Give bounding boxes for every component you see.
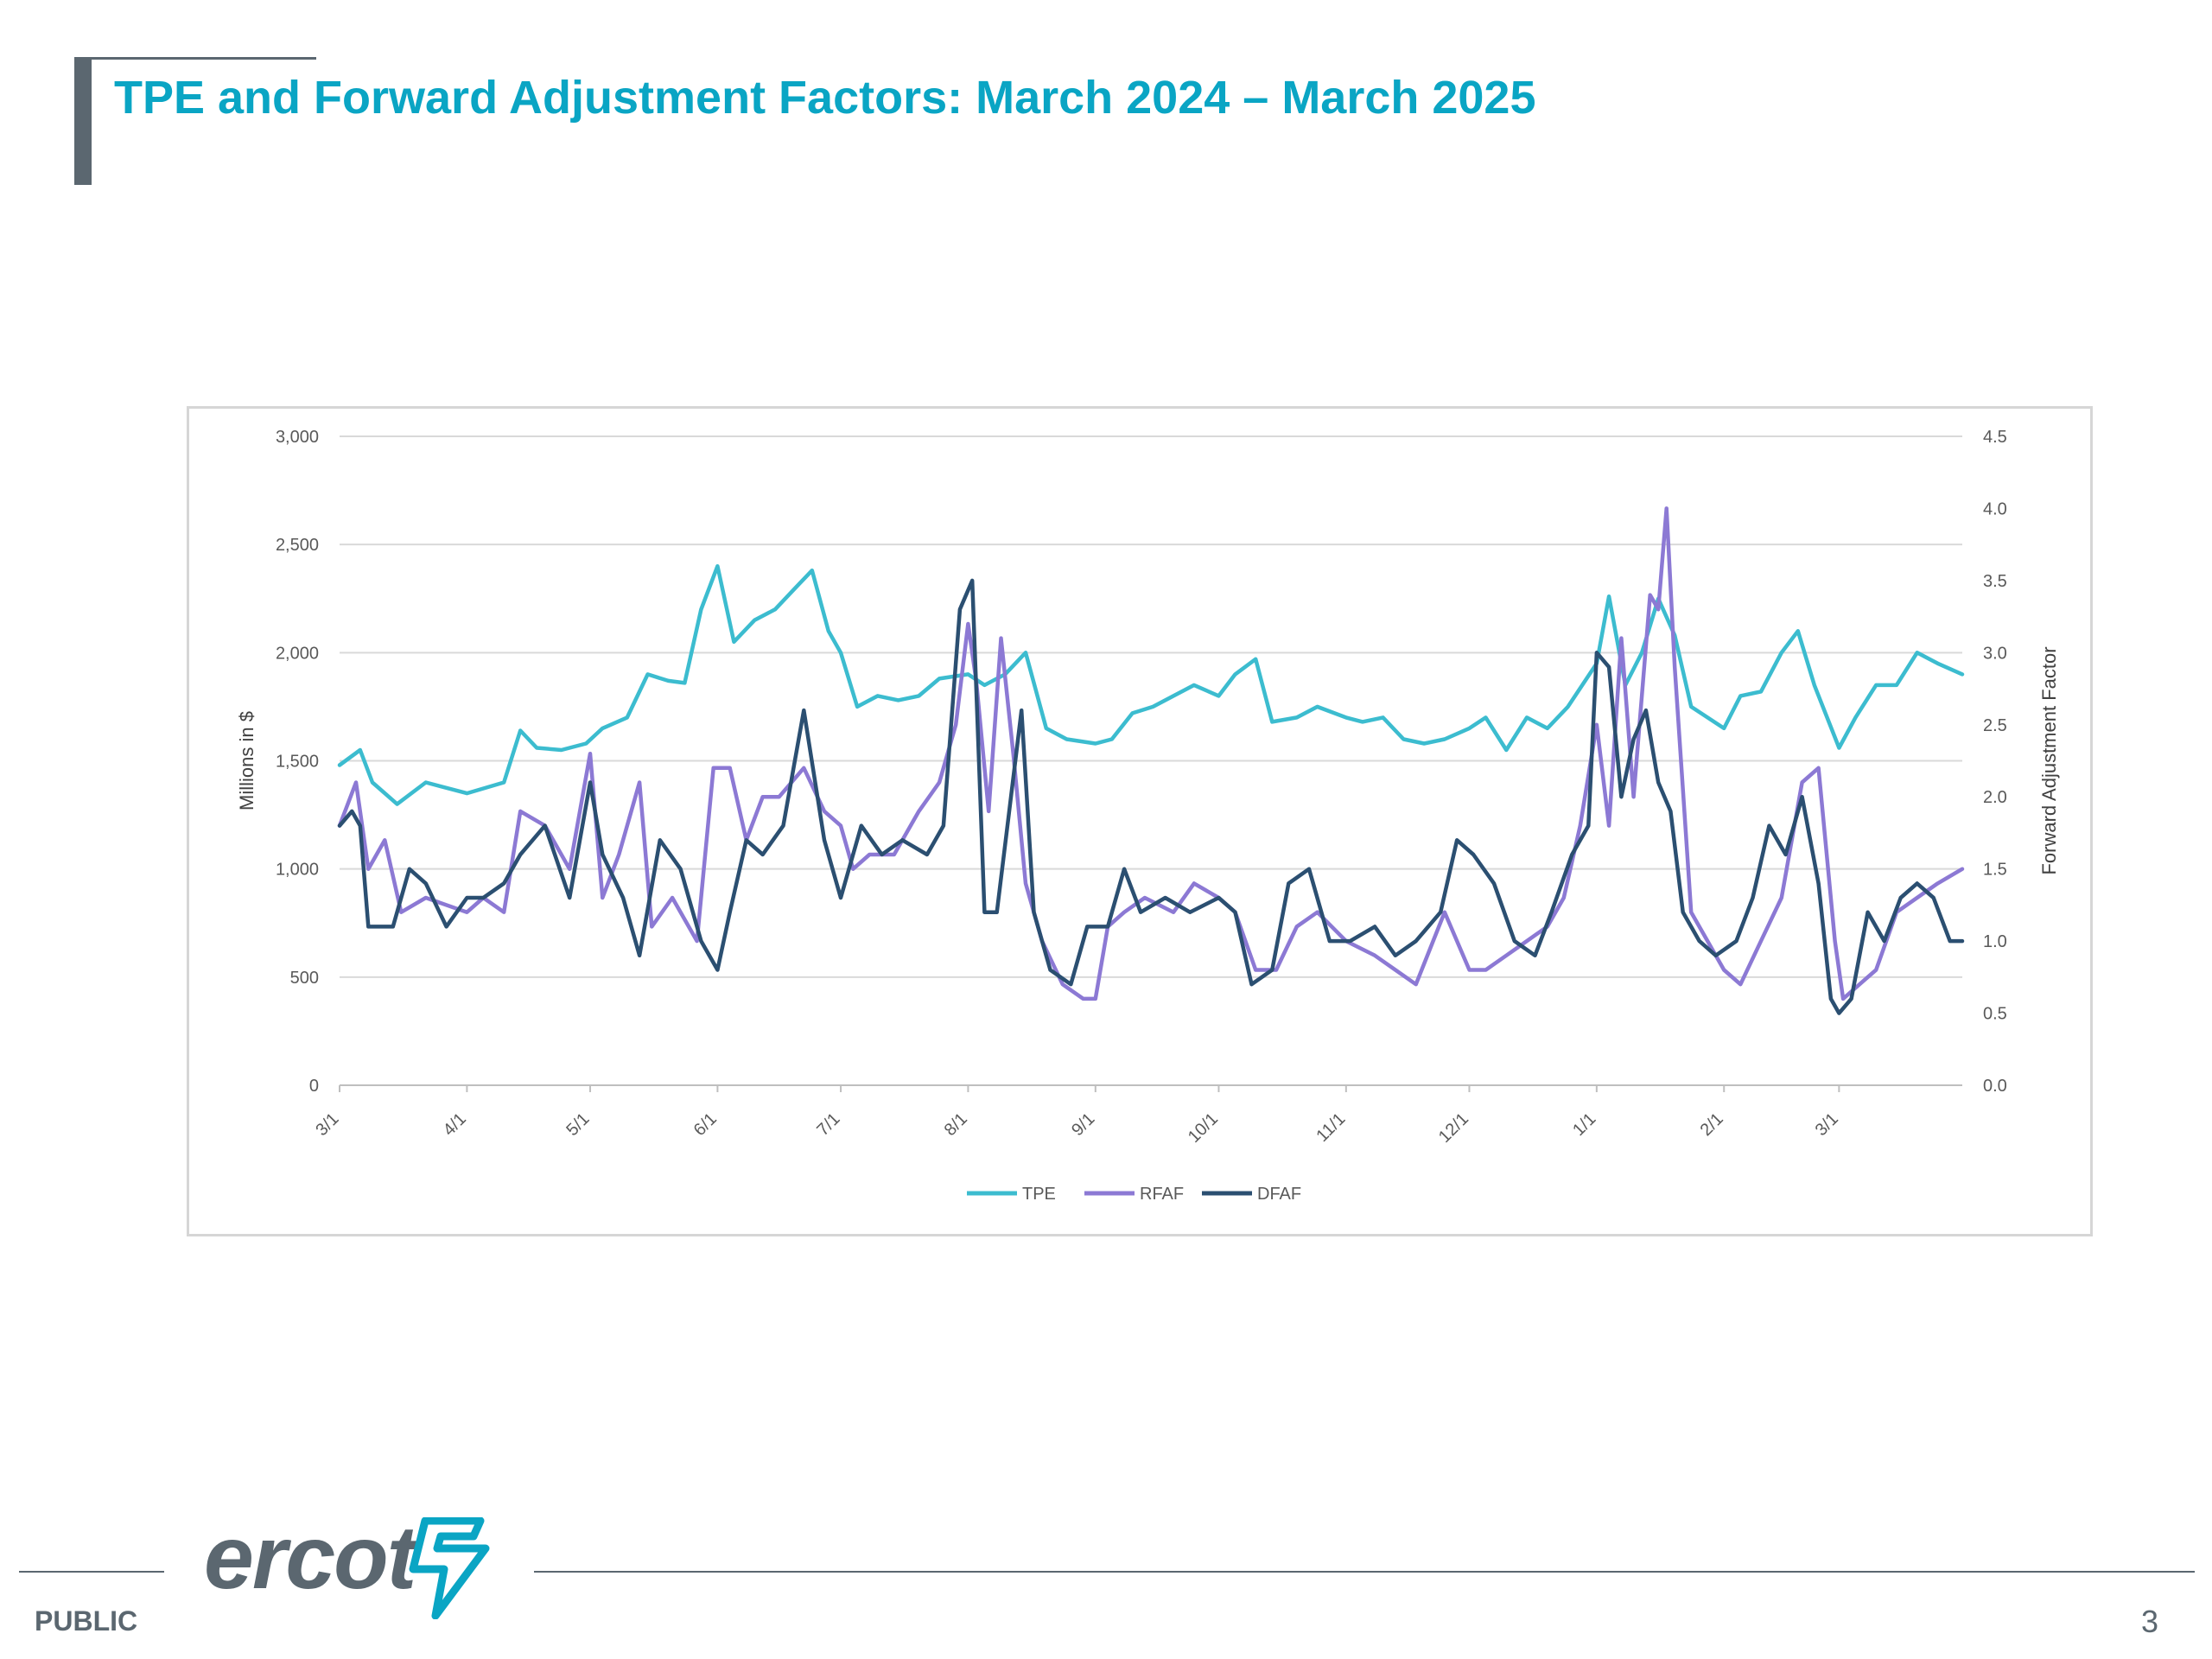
y-right-tick-label: 1.5 <box>1983 861 2007 880</box>
y-right-tick-label: 3.5 <box>1983 572 2007 591</box>
x-tick-label: 7/1 <box>813 1109 843 1140</box>
y-right-tick-label: 0.5 <box>1983 1005 2007 1024</box>
y-tick-label: 2,000 <box>276 644 319 663</box>
page-number: 3 <box>2141 1604 2159 1639</box>
y-right-tick-label: 2.5 <box>1983 716 2007 735</box>
y-tick-label: 500 <box>290 969 319 988</box>
logo-wordmark: ercot <box>204 1508 416 1608</box>
footer-rule-left <box>19 1571 164 1573</box>
footer-rule-right <box>534 1571 2195 1573</box>
y-tick-label: 3,000 <box>276 428 319 447</box>
x-tick-label: 9/1 <box>1068 1109 1098 1140</box>
legend-label-dfaf: DFAF <box>1257 1185 1301 1204</box>
y-right-axis-title: Forward Adjustment Factor <box>2038 646 2060 874</box>
ercot-logo: ercot <box>204 1508 498 1619</box>
y-tick-label: 2,500 <box>276 536 319 555</box>
legend-label-rfaf: RFAF <box>1140 1185 1184 1204</box>
x-tick-label: 11/1 <box>1313 1109 1349 1146</box>
y-right-tick-label: 4.0 <box>1983 499 2007 518</box>
y-right-tick-label: 1.0 <box>1983 932 2007 951</box>
series-line-tpe <box>337 563 1965 806</box>
y-right-tick-label: 2.0 <box>1983 788 2007 807</box>
x-tick-label: 3/1 <box>1812 1109 1842 1140</box>
y-tick-label: 1,000 <box>276 861 319 880</box>
series-line-dfaf <box>337 578 1965 1015</box>
x-tick-label: 3/1 <box>312 1109 342 1140</box>
x-tick-label: 1/1 <box>1569 1109 1599 1140</box>
x-tick-label: 12/1 <box>1435 1109 1472 1147</box>
y-tick-label: 1,500 <box>276 753 319 772</box>
legend-label-tpe: TPE <box>1022 1185 1056 1204</box>
title-accent-bar <box>74 57 92 185</box>
slide-title: TPE and Forward Adjustment Factors: Marc… <box>114 72 1536 124</box>
chart: 0 500 1,000 1,500 2,000 2,500 3,000 0.0 0.5 1.0 1.… <box>236 428 2060 1204</box>
y-right-tick-label: 3.0 <box>1983 644 2007 663</box>
x-tick-label: 5/1 <box>563 1109 593 1140</box>
public-label: PUBLIC <box>35 1605 138 1637</box>
y-right-tick-label: 4.5 <box>1983 428 2007 447</box>
logo-bolt-icon <box>409 1517 490 1619</box>
series-line-rfaf <box>337 506 1965 1001</box>
x-tick-label: 10/1 <box>1185 1109 1222 1147</box>
title-accent-rule <box>74 57 316 60</box>
y-axis-title: Millions in $ <box>236 711 257 810</box>
y-tick-label: 0 <box>309 1077 319 1096</box>
x-tick-label: 2/1 <box>1697 1109 1727 1140</box>
chart-frame: 0 500 1,000 1,500 2,000 2,500 3,000 0.0 0.5 1.0 1.… <box>187 406 2093 1236</box>
x-tick-label: 4/1 <box>440 1109 470 1140</box>
y-right-tick-label: 0.0 <box>1983 1077 2007 1096</box>
x-tick-label: 6/1 <box>690 1109 721 1140</box>
x-tick-label: 8/1 <box>941 1109 971 1140</box>
